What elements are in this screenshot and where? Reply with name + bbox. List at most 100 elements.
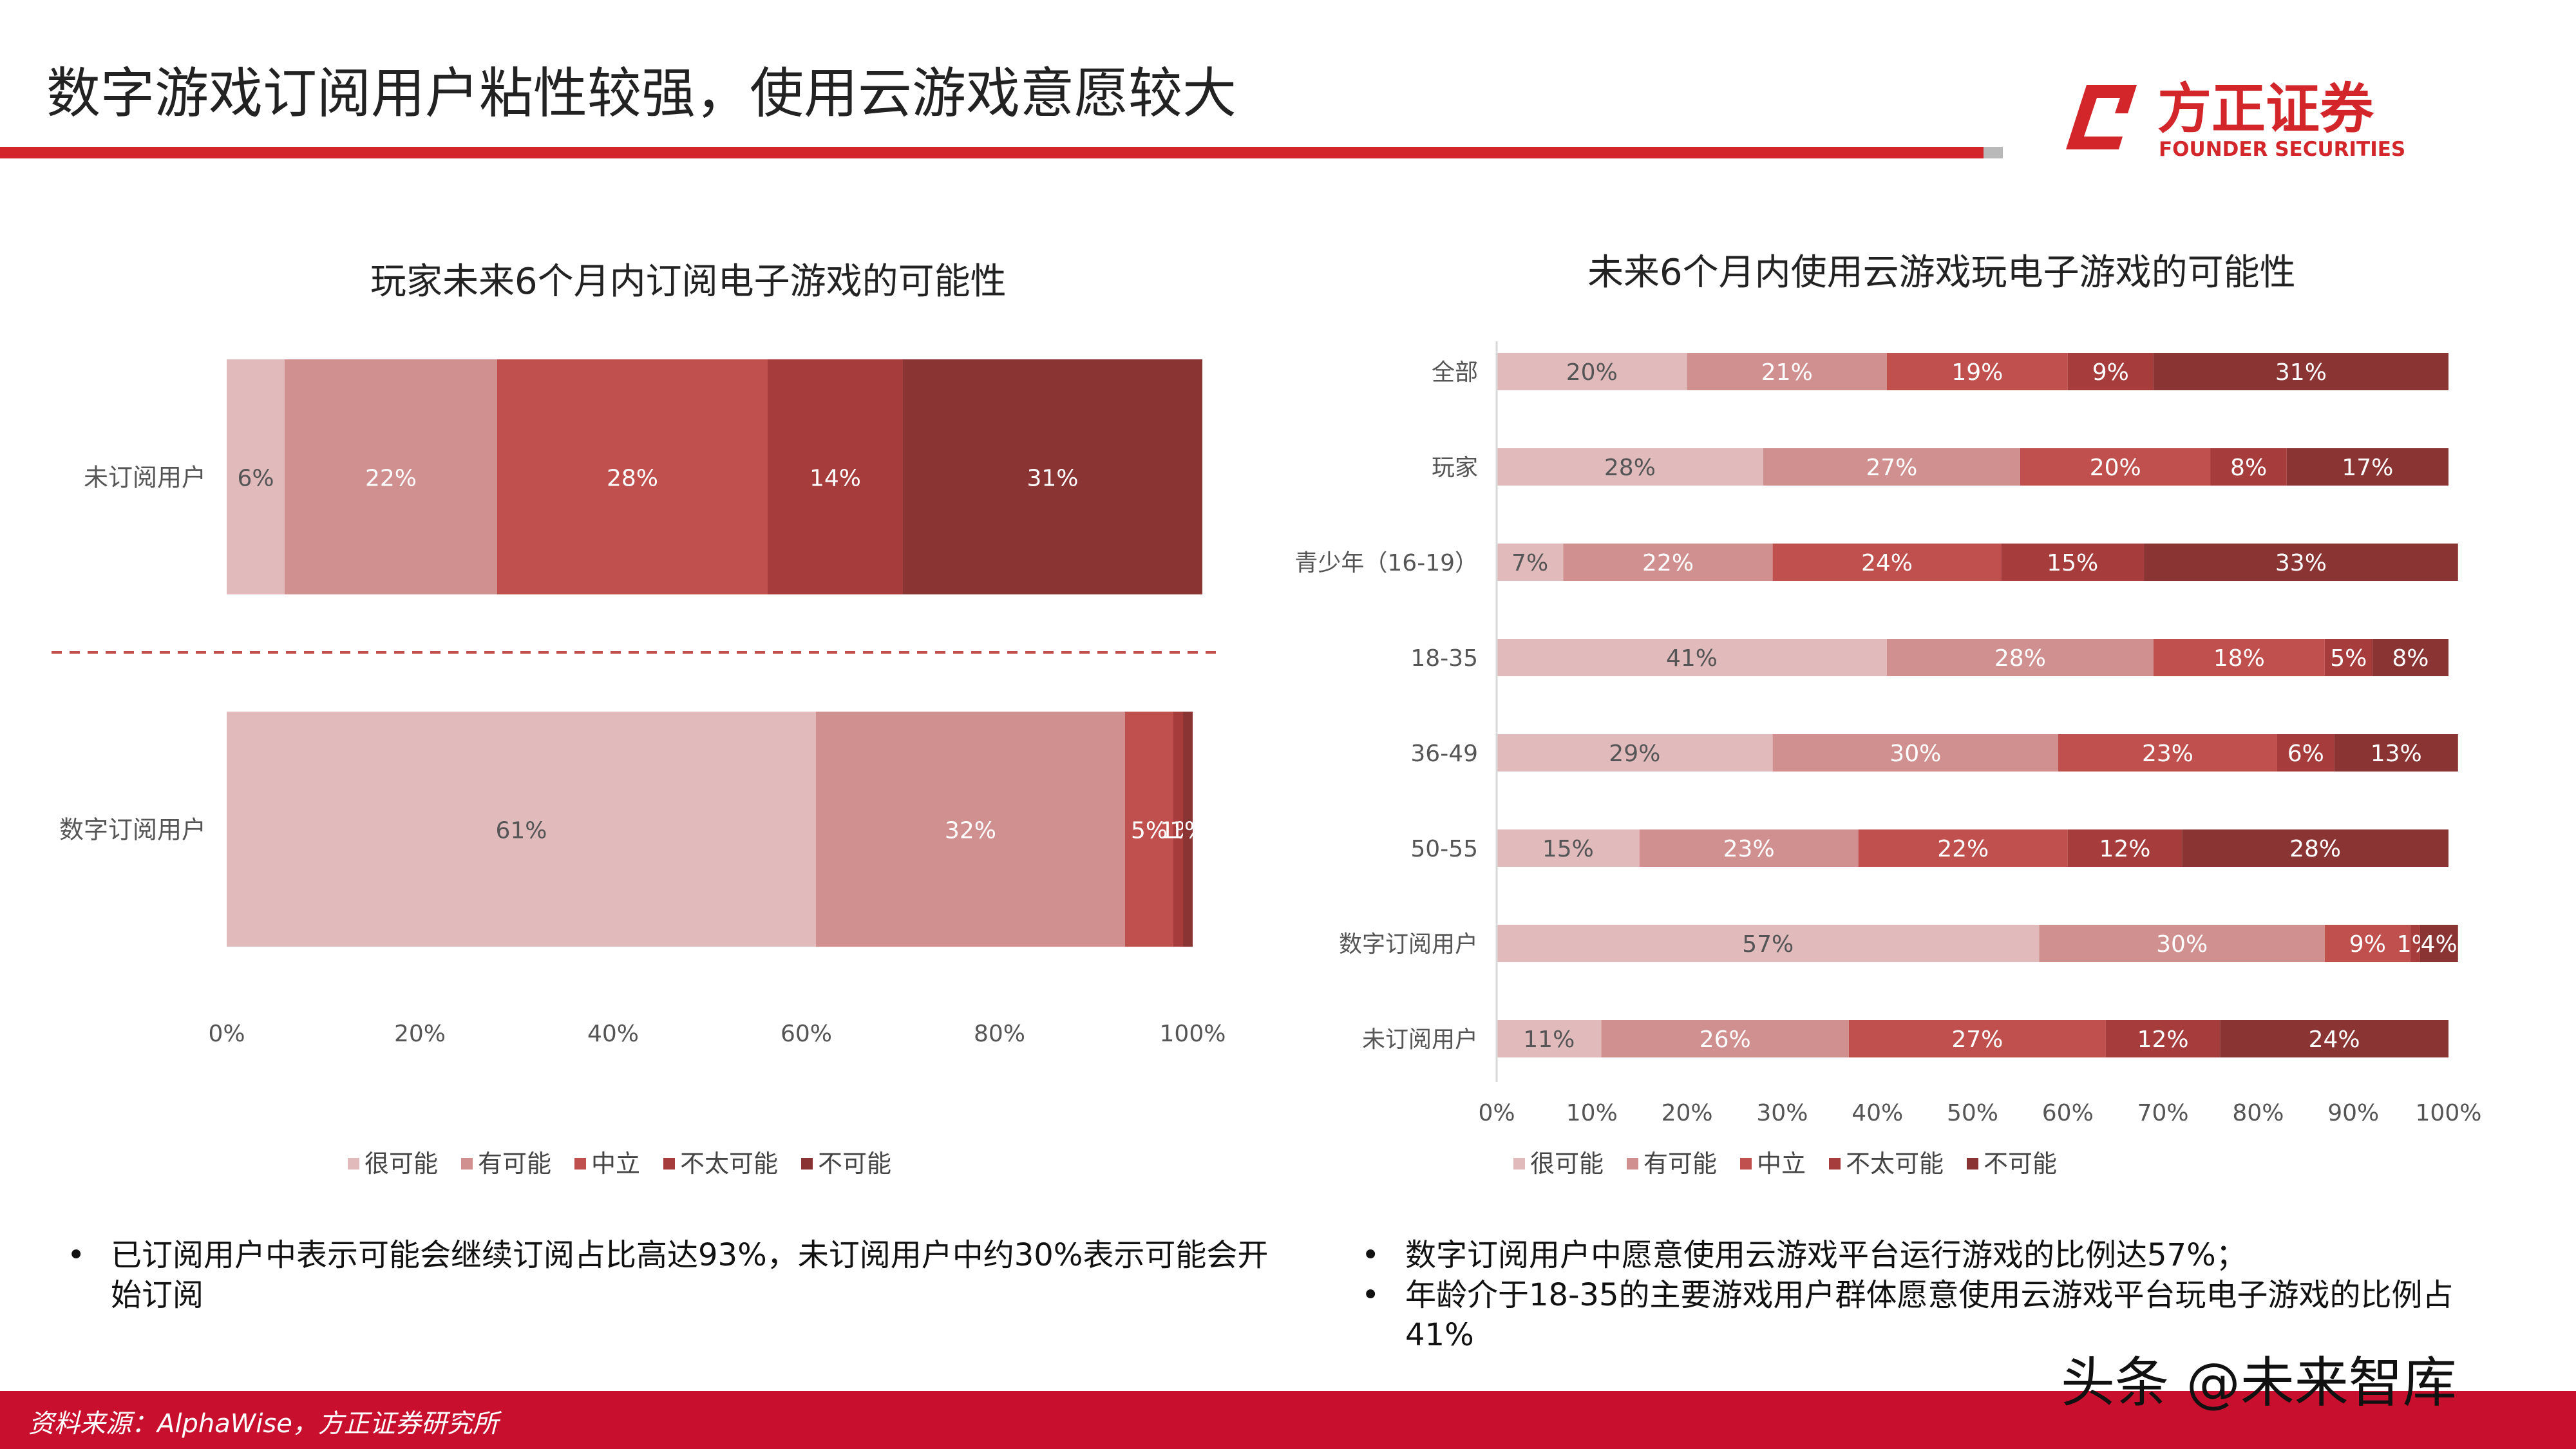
bar-segment [2220,1020,2448,1057]
right-note-item: 年龄介于18-35的主要游戏用户群体愿意使用云游戏平台玩电子游戏的比例占41% [1361,1275,2482,1355]
footer-bar [0,1391,2576,1449]
data-label: 24% [1861,550,1913,576]
bar-segment [1601,1020,1849,1057]
chart-left-title: 玩家未来6个月内订阅电子游戏的可能性 [370,261,1007,303]
bar-segment [2001,544,2145,581]
data-label: 20% [1566,359,1618,386]
bar-segment [2324,639,2372,676]
data-label: 28% [1604,455,1656,481]
legend-swatch [1829,1158,1841,1170]
data-label: 21% [1761,359,1813,386]
bar-segment [1183,712,1193,947]
legend-swatch [1513,1158,1525,1170]
logo-cn-text: 方正证券 [2157,77,2374,140]
data-label: 30% [1889,741,1941,767]
left-note-item: 已订阅用户中表示可能会继续订阅占比高达93%，未订阅用户中约30%表示可能会开始… [67,1235,1278,1315]
data-label: 27% [1951,1027,2003,1053]
legend-label: 中立 [1757,1150,1806,1178]
legend-label: 很可能 [365,1150,438,1178]
x-tick-label: 80% [2232,1100,2284,1126]
data-label: 24% [2309,1027,2360,1053]
category-label: 玩家 [1432,455,1478,481]
bar-segment [1563,544,1773,581]
bar-segment [2105,1020,2221,1057]
data-label: 31% [1027,466,1078,492]
x-tick-label: 70% [2137,1100,2189,1126]
category-label: 18-35 [1410,645,1478,672]
bar-segment [1497,925,2040,962]
category-label: 全部 [1432,359,1478,386]
right-notes: 数字订阅用户中愿意使用云游戏平台运行游戏的比例达57%； 年龄介于18-35的主… [1361,1235,2482,1355]
bar-segment [1497,448,1763,486]
watermark: 头条 @未来智库 [2061,1351,2457,1414]
bar-segment [1497,829,1640,867]
founder-securities-logo: 方正证券 FOUNDER SECURITIES [2066,77,2405,161]
data-label: 30% [2156,931,2208,958]
bar-segment [768,359,903,594]
data-label: 27% [1866,455,1917,481]
bar-segment [2286,448,2448,486]
bar-segment [2153,353,2448,390]
category-label: 50-55 [1410,836,1478,862]
data-label: 13% [2371,741,2422,767]
title-rule [0,147,1984,158]
bar-segment [2144,544,2458,581]
data-label: 31% [2275,359,2327,386]
bar-segment [2372,639,2448,676]
data-label: 29% [1609,741,1660,767]
data-label: 6% [237,466,274,492]
category-label: 未订阅用户 [84,464,206,492]
category-label: 未订阅用户 [1362,1027,1478,1053]
x-tick-label: 60% [781,1021,832,1047]
data-label: 57% [1742,931,1794,958]
x-tick-label: 90% [2327,1100,2379,1126]
data-label: 61% [495,818,547,844]
data-label: 5% [2330,645,2367,672]
legend-label: 有可能 [478,1150,551,1178]
data-label: 4% [2421,931,2458,958]
bar-segment [227,712,816,947]
x-tick-label: 40% [587,1021,639,1047]
data-label: 5% [1131,818,1168,844]
data-label: 15% [2047,550,2098,576]
legend-label: 不可能 [1984,1150,2057,1178]
x-tick-label: 100% [2416,1100,2482,1126]
title-rule-end [1984,147,2003,158]
page-title: 数字游戏订阅用户粘性较强，使用云游戏意愿较大 [46,62,1237,125]
x-tick-label: 0% [208,1021,245,1047]
bar-segment [2420,925,2458,962]
data-label: 15% [1542,836,1594,862]
bar-segment [1497,353,1687,390]
legend-swatch [663,1158,675,1170]
bar-segment [1858,829,2068,867]
data-label: 12% [2137,1027,2189,1053]
x-tick-label: 0% [1478,1100,1515,1126]
category-label: 数字订阅用户 [1339,931,1478,958]
bar-segment [2210,448,2287,486]
left-notes: 已订阅用户中表示可能会继续订阅占比高达93%，未订阅用户中约30%表示可能会开始… [67,1235,1278,1315]
bar-segment [2153,639,2325,676]
bar-segment [2324,925,2410,962]
legend-label: 有可能 [1643,1150,1717,1178]
data-label: 14% [810,466,861,492]
bar-segment [2067,829,2183,867]
category-label: 数字订阅用户 [59,816,206,844]
data-label: 28% [2289,836,2341,862]
legend-swatch [574,1158,586,1170]
bar-segment [1763,448,2020,486]
data-label: 22% [365,466,417,492]
x-tick-label: 80% [974,1021,1025,1047]
data-label: 41% [1666,645,1718,672]
bar-segment [1886,639,2154,676]
data-label: 28% [607,466,658,492]
bar-segment [816,712,1125,947]
bar-segment [1497,1020,1602,1057]
data-label: 17% [2342,455,2393,481]
data-label: 8% [2392,645,2429,672]
bar-segment [1772,544,2002,581]
legend-label: 不太可能 [1846,1150,1944,1178]
bar-segment [497,359,768,594]
bar-segment [1497,544,1564,581]
data-label: 7% [1511,550,1548,576]
legend-label: 不可能 [818,1150,891,1178]
